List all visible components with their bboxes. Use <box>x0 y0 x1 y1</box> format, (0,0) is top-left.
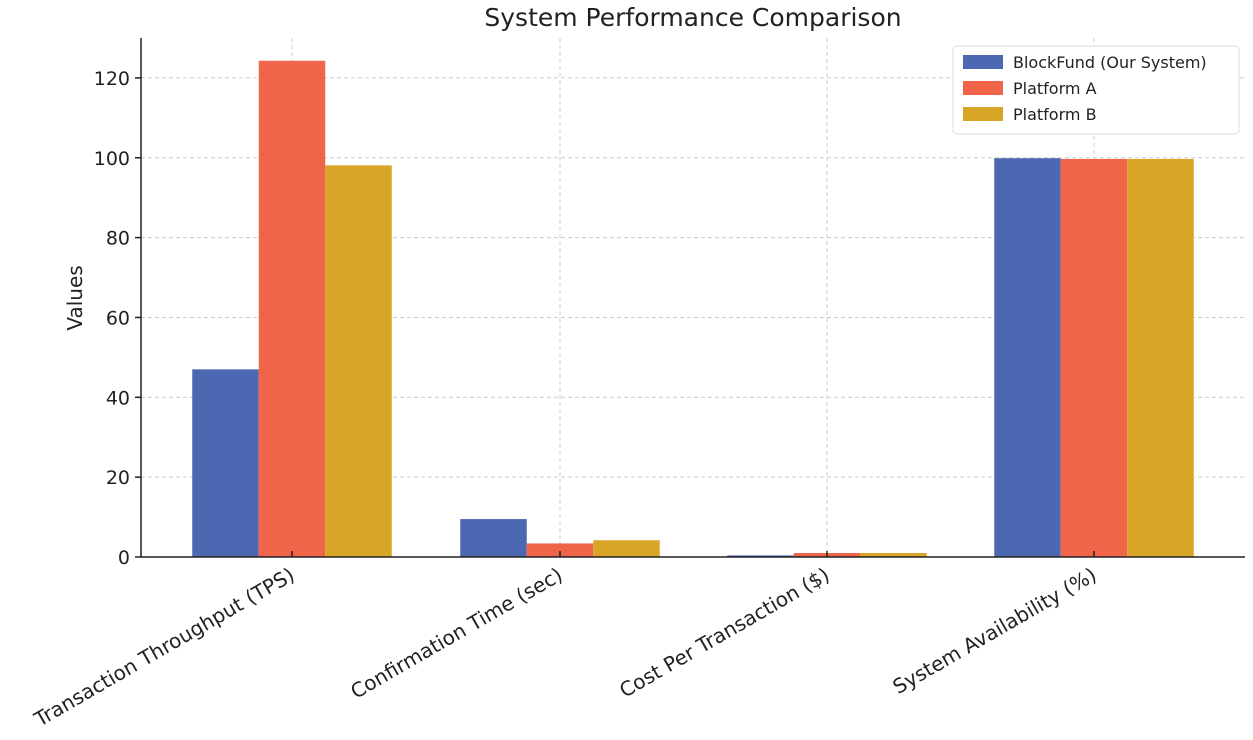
legend-swatch <box>963 55 1003 69</box>
legend-swatch <box>963 81 1003 95</box>
bar-platform-a <box>526 543 594 557</box>
legend-label: BlockFund (Our System) <box>1013 53 1207 72</box>
bar-platform-a <box>258 60 326 557</box>
y-axis-label: Values <box>63 265 87 330</box>
legend-label: Platform A <box>1013 79 1097 98</box>
y-tick-label: 60 <box>106 307 130 329</box>
chart-title: System Performance Comparison <box>484 3 901 32</box>
legend-box <box>952 45 1240 135</box>
x-tick-label: Cost Per Transaction ($) <box>615 563 833 703</box>
bar-platform-b <box>1127 158 1194 557</box>
y-tick-label: 100 <box>94 148 130 170</box>
legend-label: Platform B <box>1013 105 1097 124</box>
y-tick-label: 120 <box>94 68 130 90</box>
bar-blockfund-our-system <box>192 369 259 557</box>
legend-swatch <box>963 107 1003 121</box>
bar-platform-b <box>325 165 392 557</box>
legend: BlockFund (Our System) Platform A Platform… <box>952 45 1240 135</box>
bar-blockfund-our-system <box>460 519 527 557</box>
bar-platform-a <box>1060 158 1128 557</box>
bar-platform-b <box>593 540 660 557</box>
x-tick-label: Transaction Throughput (TPS) <box>29 563 298 732</box>
y-tick-label: 80 <box>106 228 130 250</box>
bar-blockfund-our-system <box>994 158 1061 557</box>
bar-blockfund-our-system <box>727 555 794 557</box>
y-tick-label: 40 <box>106 387 130 409</box>
x-tick-label: System Availability (%) <box>889 563 1101 699</box>
x-tick-label: Confirmation Time (sec) <box>346 563 566 704</box>
y-tick-label: 20 <box>106 467 130 489</box>
y-tick-label: 0 <box>118 547 130 569</box>
bar-platform-b <box>860 553 927 557</box>
